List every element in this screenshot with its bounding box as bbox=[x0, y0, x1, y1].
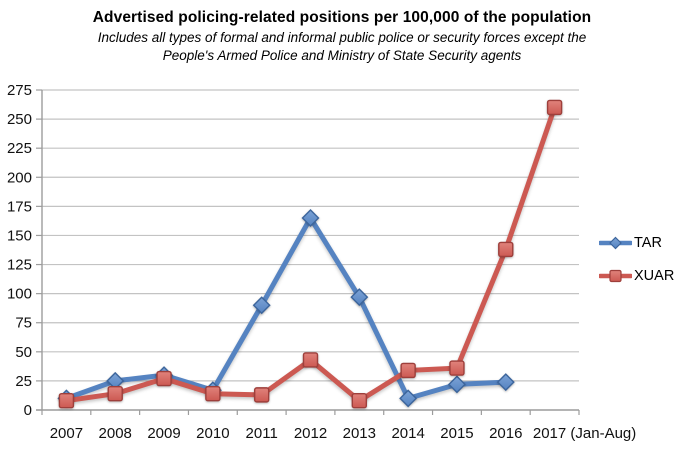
x-tick-label: 2013 bbox=[343, 425, 376, 442]
xuar-marker bbox=[253, 387, 270, 403]
y-tick-label: 250 bbox=[7, 111, 32, 128]
x-tick-label: 2007 bbox=[50, 425, 83, 442]
y-tick-label: 125 bbox=[7, 257, 32, 274]
gridlines bbox=[42, 89, 579, 382]
legend-item-xuar: XUAR bbox=[599, 268, 674, 284]
x-tick-label: 2015 bbox=[440, 425, 473, 442]
x-tick-label: 2010 bbox=[196, 425, 229, 442]
y-axis-labels: 0 25 50 75 100 125 150 175 200 225 250 275 bbox=[7, 82, 32, 419]
legend-label: XUAR bbox=[634, 268, 675, 284]
chart-subtitle-line2: People's Armed Police and Ministry of St… bbox=[162, 48, 522, 63]
tar-marker bbox=[399, 389, 418, 408]
y-tick-label: 175 bbox=[7, 198, 32, 215]
axis-ticks bbox=[36, 89, 580, 415]
xuar-marker bbox=[498, 241, 514, 258]
chart-subtitle-line1: Includes all types of formal and informa… bbox=[97, 30, 587, 45]
x-tick-label: 2016 bbox=[489, 425, 522, 442]
legend-label: TAR bbox=[634, 235, 662, 251]
x-tick-label: 2017 (Jan-Aug) bbox=[533, 425, 636, 442]
x-tick-label: 2008 bbox=[99, 425, 132, 442]
y-tick-label: 75 bbox=[15, 315, 32, 332]
y-tick-label: 50 bbox=[15, 344, 32, 361]
y-tick-label: 0 bbox=[24, 402, 32, 419]
x-tick-label: 2014 bbox=[391, 425, 424, 442]
tar-line bbox=[63, 215, 509, 401]
x-tick-label: 2012 bbox=[294, 425, 327, 442]
tar-legend-sample-icon bbox=[599, 236, 632, 250]
legend: TAR XUAR bbox=[599, 235, 674, 284]
y-tick-label: 225 bbox=[7, 140, 32, 157]
tar-marker bbox=[496, 373, 515, 392]
chart-title: Advertised policing-related positions pe… bbox=[92, 9, 592, 26]
xuar-marker bbox=[351, 392, 368, 409]
tar-marker bbox=[252, 296, 271, 315]
tar-marker bbox=[350, 288, 369, 307]
xuar-marker bbox=[449, 360, 465, 376]
xuar-legend-sample-icon bbox=[599, 269, 632, 283]
xuar-marker bbox=[107, 386, 123, 402]
chart-subtitle: Includes all types of formal and informa… bbox=[0, 29, 684, 65]
y-tick-label: 275 bbox=[7, 82, 32, 99]
series-xuar bbox=[58, 99, 563, 409]
legend-item-tar: TAR bbox=[599, 235, 674, 251]
xuar-marker bbox=[58, 392, 75, 409]
x-axis-labels: 2007 2008 2009 2010 2011 2012 2013 2014 2015 2016… bbox=[50, 425, 637, 442]
xuar-marker bbox=[156, 370, 172, 387]
xuar-marker bbox=[302, 352, 319, 368]
xuar-marker bbox=[205, 386, 221, 402]
y-tick-label: 100 bbox=[7, 286, 32, 303]
y-tick-label: 25 bbox=[15, 373, 32, 390]
xuar-marker bbox=[546, 99, 563, 116]
xuar-marker bbox=[400, 362, 416, 379]
y-tick-label: 200 bbox=[7, 169, 32, 186]
tar-marker bbox=[447, 375, 466, 394]
y-tick-label: 150 bbox=[7, 227, 32, 244]
x-tick-label: 2009 bbox=[147, 425, 180, 442]
tar-marker bbox=[301, 209, 320, 227]
x-tick-label: 2011 bbox=[246, 425, 278, 442]
